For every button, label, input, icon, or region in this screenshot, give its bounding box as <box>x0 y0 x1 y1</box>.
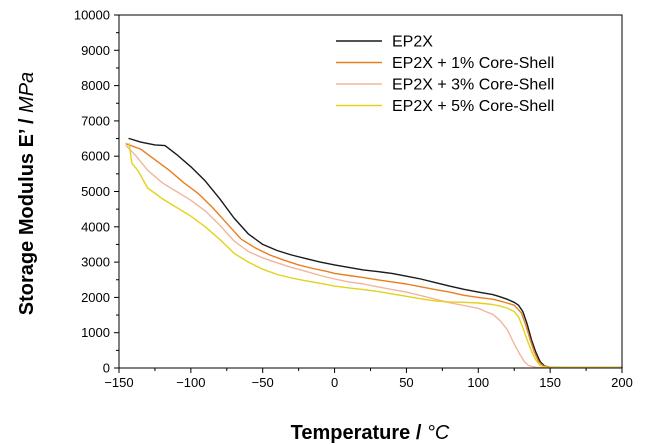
x-tick-label: 200 <box>611 375 633 390</box>
x-tick-label: −50 <box>252 375 274 390</box>
y-tick-label: 1000 <box>81 325 110 340</box>
legend-label-4: EP2X + 5% Core-Shell <box>392 98 554 115</box>
y-tick-label: 9000 <box>81 43 110 58</box>
legend-label-2: EP2X + 1% Core-Shell <box>392 55 554 72</box>
y-axis-label: Storage Modulus E’ <box>16 129 38 315</box>
legend-label-1: EP2X <box>392 34 433 51</box>
legend: EP2X EP2X + 1% Core-Shell EP2X + 3% Core-S… <box>336 34 554 115</box>
y-axis-unit: MPa <box>16 72 38 113</box>
x-axis-unit: °C <box>427 422 450 444</box>
x-tick-label: 100 <box>467 375 489 390</box>
y-tick-label: 0 <box>103 361 110 376</box>
y-axis-title: Storage Modulus E’ / MPa <box>16 72 38 315</box>
axis-layer: −150 −100 −50 0 50 100 150 20001000200030004000… <box>74 8 633 391</box>
y-tick-label: 8000 <box>81 78 110 93</box>
x-tick-label: −100 <box>176 375 205 390</box>
x-axis-separator: / <box>410 422 427 444</box>
y-tick-label: 5000 <box>81 184 110 199</box>
x-axis-title: Temperature / °C <box>291 422 450 444</box>
y-tick-label: 7000 <box>81 113 110 128</box>
x-tick-label: 150 <box>539 375 561 390</box>
x-axis-label: Temperature <box>291 422 411 444</box>
series-line-2 <box>125 143 623 369</box>
x-tick-label: 0 <box>331 375 338 390</box>
series-layer <box>125 137 623 369</box>
y-tick-label: 10000 <box>74 8 110 23</box>
y-tick-label: 3000 <box>81 255 110 270</box>
x-tick-label: 50 <box>399 375 413 390</box>
series-line-3 <box>125 144 623 369</box>
x-tick-label: −150 <box>104 375 133 390</box>
y-tick-label: 6000 <box>81 149 110 164</box>
y-tick-label: 4000 <box>81 219 110 234</box>
y-axis-separator: / <box>16 113 38 130</box>
legend-label-3: EP2X + 3% Core-Shell <box>392 77 554 94</box>
series-line-1 <box>128 137 623 369</box>
y-tick-label: 2000 <box>81 290 110 305</box>
series-line-4 <box>128 143 623 369</box>
